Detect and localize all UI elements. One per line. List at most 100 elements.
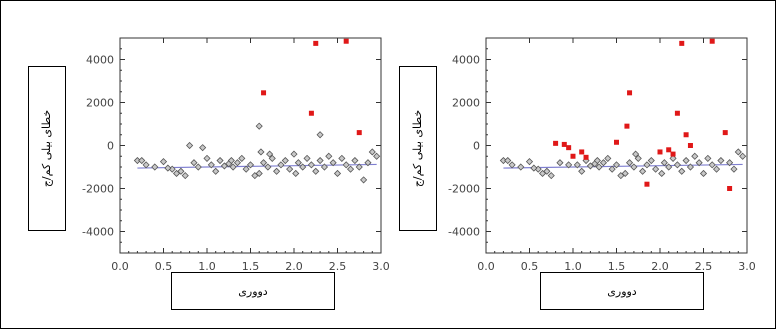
- chart2-outlier-point: [722, 130, 728, 136]
- chart2-y-tick-label: -2000: [448, 183, 480, 196]
- chart2-data-point: [604, 154, 612, 162]
- chart1-data-point: [227, 156, 235, 165]
- chart2-outlier-point: [727, 186, 733, 191]
- chart1-data-point: [142, 161, 150, 169]
- chart1-x-tick-label: 2.0: [285, 260, 303, 273]
- chart2-data-point: [682, 156, 690, 165]
- chart2-data-point: [621, 169, 629, 178]
- chart2-outlier-point: [687, 143, 693, 148]
- y-axis-label-box-left: خطای بیلی کم/ج: [28, 66, 66, 231]
- chart1-data-point: [355, 163, 363, 171]
- chart2-data-point: [547, 172, 555, 180]
- chart2-outlier-point: [674, 110, 680, 116]
- chart2-y-tick-label: -4000: [448, 226, 480, 239]
- chart1-data-point: [307, 161, 315, 169]
- chart2-data-point: [726, 159, 734, 167]
- chart2-data-point: [639, 167, 647, 175]
- chart1-data-point: [342, 161, 350, 169]
- chart1-data-point: [325, 152, 333, 160]
- chart2-data-point: [595, 163, 603, 171]
- chart2-x-tick-label: 2.5: [695, 260, 713, 273]
- chart2-data-point: [504, 156, 512, 165]
- chart1-data-point: [186, 141, 194, 150]
- chart2-data-point: [658, 169, 666, 178]
- chart1-data-point: [266, 150, 274, 158]
- chart1-data-point: [303, 154, 311, 162]
- chart2-data-point: [578, 167, 586, 175]
- chart1-x-tick-label: 1.0: [198, 260, 216, 273]
- chart2-outlier-point: [679, 40, 685, 46]
- chart1-x-tick-label: 2.5: [329, 260, 347, 273]
- chart1-data-point: [286, 165, 294, 173]
- chart1-data-point: [316, 156, 324, 165]
- chart1-data-point: [151, 163, 159, 171]
- chart2-outlier-point: [709, 38, 715, 44]
- chart1-data-point: [316, 131, 324, 139]
- chart2-outlier-point: [614, 139, 619, 145]
- chart2-outlier-point: [579, 149, 585, 155]
- chart2-data-point: [565, 161, 573, 169]
- chart1-data-point: [259, 159, 268, 167]
- chart1-data-point: [368, 148, 376, 156]
- chart2-data-point: [730, 165, 738, 173]
- chart1-data-point: [246, 161, 255, 169]
- chart1-data-point: [138, 156, 146, 165]
- chart1-data-point: [212, 167, 220, 175]
- chart2-data-point: [673, 161, 681, 169]
- chart2-data-point: [612, 161, 621, 169]
- chart1-data-point: [181, 172, 189, 180]
- x-axis-label-left: دووری: [238, 284, 268, 298]
- chart1-data-point: [257, 148, 265, 156]
- chart1-plot-area: [119, 37, 382, 254]
- chart1-data-point: [199, 144, 207, 152]
- chart2-y-tick-label: 4000: [452, 54, 480, 67]
- chart1-data-point: [159, 158, 168, 166]
- chart2-data-point: [695, 159, 703, 167]
- chart1-data-point: [194, 163, 202, 171]
- chart1-data-point: [320, 163, 329, 171]
- chart2-plot-area: [485, 37, 748, 254]
- chart2-data-point: [678, 167, 686, 175]
- chart2-data-point: [660, 159, 668, 167]
- chart1-data-point: [190, 159, 198, 167]
- chart2-data-point: [652, 165, 660, 173]
- chart1-outlier-point: [261, 90, 267, 96]
- y-axis-label-box-right: خطای بیلی کم/ج: [399, 66, 437, 231]
- chart1-outlier-point: [343, 38, 349, 44]
- chart1-outlier-point: [313, 40, 319, 46]
- chart2-outlier-point: [583, 154, 589, 160]
- chart2-data-point: [543, 167, 551, 175]
- chart1-y-tick-label: 2000: [86, 97, 114, 110]
- chart2-data-point: [643, 161, 651, 169]
- chart2-data-point: [734, 148, 742, 156]
- x-axis-label-box-right: دووری: [540, 272, 704, 310]
- chart1-data-point: [333, 169, 342, 178]
- chart1-x-tick-label: 1.5: [242, 260, 260, 273]
- chart2-outlier-point: [566, 145, 572, 151]
- chart1-data-point: [281, 156, 289, 165]
- chart1-data-point: [292, 169, 300, 178]
- chart1-data-point: [299, 163, 307, 171]
- chart2-x-tick-label: 1.0: [564, 260, 582, 273]
- chart2-data-point: [699, 169, 708, 178]
- chart2-outlier-point: [553, 140, 559, 146]
- chart1-y-tick-label: -2000: [82, 183, 114, 196]
- chart2-y-tick-label: 0: [473, 140, 480, 153]
- chart2-outlier-point: [657, 149, 663, 155]
- chart1-outlier-point: [356, 130, 362, 136]
- chart2-data-point: [632, 150, 640, 158]
- chart1-y-tick-label: 4000: [86, 54, 114, 67]
- chart2-data-point: [593, 156, 601, 165]
- chart2-outlier-point: [666, 147, 672, 153]
- chart2-data-point: [608, 165, 616, 173]
- chart1-data-point: [233, 159, 242, 167]
- chart1-data-point: [264, 163, 272, 171]
- chart2-outlier-point: [683, 132, 689, 138]
- chart1-y-tick-label: 0: [107, 140, 114, 153]
- chart2-data-point: [712, 165, 721, 173]
- chart2-data-point: [708, 161, 716, 169]
- chart1-data-point: [268, 154, 276, 162]
- y-axis-label-left: خطای بیلی کم/ج: [40, 109, 54, 188]
- chart2-x-tick-label: 0.5: [521, 260, 539, 273]
- chart2-data-point: [525, 158, 534, 166]
